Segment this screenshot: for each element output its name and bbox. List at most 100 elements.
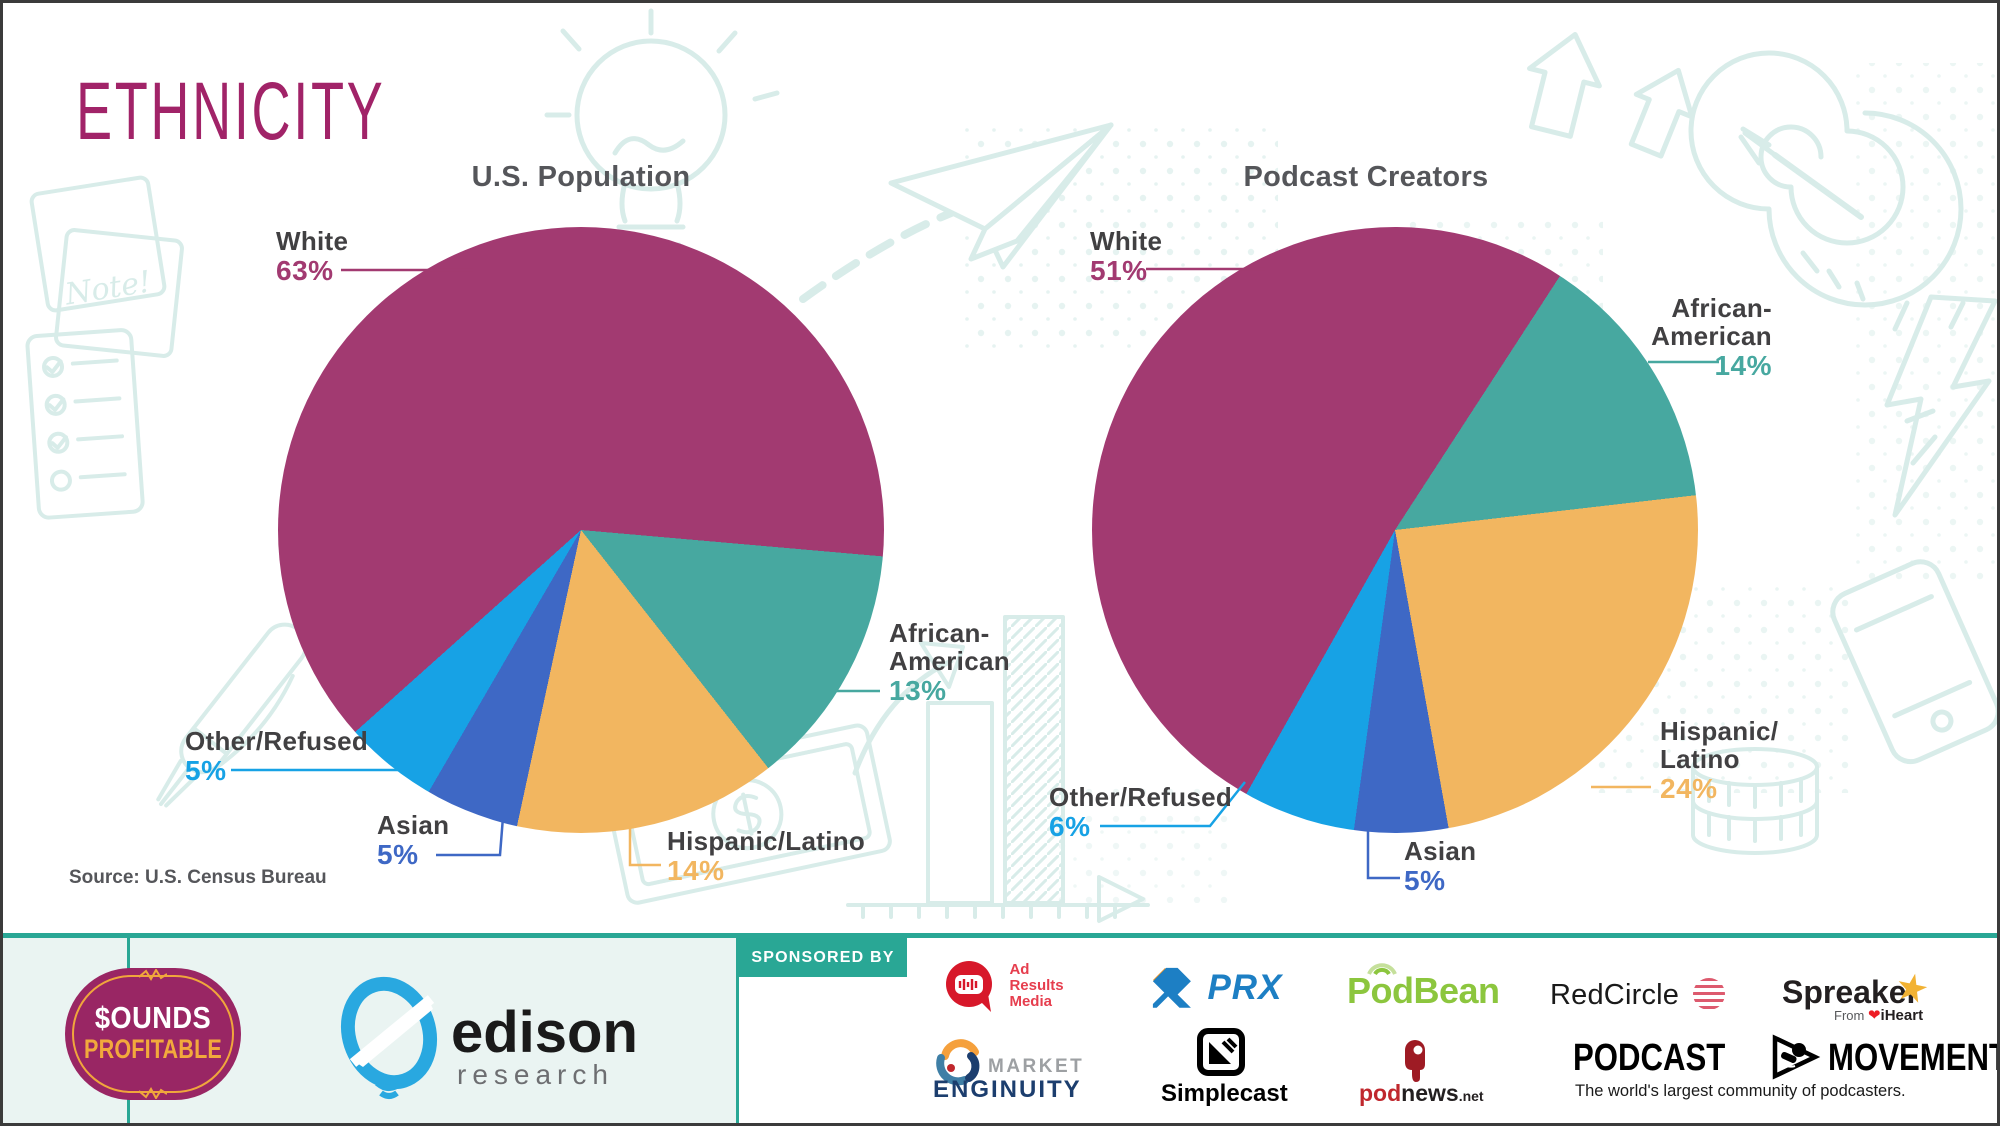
label-text: Other/Refused	[1049, 782, 1233, 812]
label-pct: 5%	[185, 755, 227, 786]
label-us-african-american: African- American 13%	[889, 619, 1010, 706]
ad-results-media-text: Ad Results Media	[1009, 962, 1063, 1010]
sounds-profitable-logo: $OUNDS PROFITABLE	[65, 968, 241, 1100]
label-text: African-	[1671, 293, 1772, 323]
label-text: American	[889, 646, 1010, 676]
label-pct: 5%	[1404, 865, 1446, 896]
label-us-other-refused: Other/Refused 5%	[185, 727, 368, 786]
spreaker-logo: Spreaker ★ From ❤iHeart	[1782, 965, 1933, 1024]
label-pct: 63%	[276, 255, 334, 286]
podnews-wordmark: podnews.net	[1359, 1080, 1484, 1107]
label-pc-other-refused: Other/Refused 6%	[1049, 783, 1232, 842]
dartboard-doodle	[1688, 50, 1964, 308]
chart-title-us-population: U.S. Population	[471, 161, 691, 193]
podnews-icon	[1405, 1040, 1425, 1082]
pen-doodle	[156, 622, 308, 808]
podcast-movement-logo: PODCAST MOVEMENT The world's largest com…	[1573, 1034, 2000, 1100]
edison-research-logo: edison research	[333, 963, 638, 1103]
footer-divider-line	[736, 938, 739, 1123]
podbean-wordmark: PodBean	[1347, 970, 1500, 1011]
label-us-asian: Asian 5%	[377, 811, 449, 870]
label-pc-african-american: African- American 14%	[1570, 294, 1772, 381]
spreaker-wordmark: Spreaker	[1782, 974, 1919, 1010]
label-pct: 24%	[1660, 773, 1718, 804]
label-pc-hispanic-latino: Hispanic/ Latino 24%	[1660, 717, 1778, 804]
heart-icon: ❤	[1867, 1007, 1881, 1024]
zigzag-icon	[139, 1087, 167, 1099]
edison-research-text: research	[457, 1059, 614, 1090]
source-note: Source: U.S. Census Bureau	[69, 867, 327, 888]
label-text: African-	[889, 618, 990, 648]
label-text: Latino	[1660, 744, 1740, 774]
simplecast-wordmark: Simplecast	[1161, 1080, 1288, 1107]
label-text: Other/Refused	[185, 726, 369, 756]
lightning-doodle	[1884, 294, 1997, 518]
prx-wordmark: PRX	[1207, 968, 1283, 1007]
label-pc-white: White 51%	[1090, 227, 1162, 286]
chart-title-podcast-creators: Podcast Creators	[1243, 161, 1489, 193]
logo-text: Ad	[1009, 961, 1030, 978]
label-text: American	[1651, 321, 1772, 351]
paper-plane-doodle	[799, 122, 1114, 303]
growth-chart-doodle	[846, 615, 1150, 923]
logo-text: Media	[1009, 993, 1052, 1010]
label-pct: 6%	[1049, 811, 1091, 842]
label-pct: 14%	[667, 855, 725, 886]
label-pct: 14%	[1714, 350, 1772, 381]
logo-text: pod	[1359, 1080, 1402, 1106]
iheart-wordmark: iHeart	[1880, 1007, 1924, 1024]
sounds-profitable-line2: PROFITABLE	[84, 1034, 222, 1064]
prx-icon	[1152, 967, 1191, 1008]
checklist-doodle	[25, 328, 145, 520]
simplecast-logo: Simplecast	[1161, 1028, 1288, 1107]
prx-logo: PRX	[1151, 966, 1282, 1010]
label-text: Hispanic/Latino	[667, 826, 866, 856]
pie-podcast-creators	[1092, 227, 1698, 833]
ad-results-media-icon	[946, 961, 992, 1012]
ad-results-media-logo: Ad Results Media	[941, 958, 1064, 1014]
label-pct: 13%	[889, 675, 947, 706]
podcast-movement-tagline: The world's largest community of podcast…	[1575, 1082, 1906, 1100]
podcast-text: PODCAST	[1573, 1037, 1726, 1079]
logo-text: Results	[1009, 977, 1064, 994]
label-text: Asian	[1404, 836, 1477, 866]
zigzag-icon	[139, 969, 167, 981]
label-pct: 51%	[1090, 255, 1148, 286]
market-enginuity-icon	[936, 1039, 980, 1086]
redcircle-icon	[1693, 978, 1726, 1010]
podnews-logo: podnews.net	[1359, 1036, 1484, 1106]
market-text: MARKET	[988, 1056, 1085, 1077]
page-title: ETHNICITY	[76, 66, 386, 157]
logo-text: news	[1401, 1080, 1459, 1106]
lightbulb-doodle	[544, 8, 780, 266]
edison-globe-icon	[340, 976, 438, 1099]
label-text: Asian	[377, 810, 450, 840]
phone-doodle	[1830, 559, 1997, 765]
pie-us-population	[278, 227, 884, 833]
edison-wordmark: edison	[451, 1000, 638, 1065]
label-pct: 5%	[377, 839, 419, 870]
podbean-logo: PodBean	[1347, 963, 1500, 1012]
spreaker-from-iheart: From ❤iHeart	[1834, 1006, 1923, 1024]
redcircle-logo: RedCircle	[1550, 978, 1726, 1012]
label-pc-asian: Asian 5%	[1404, 837, 1476, 896]
label-text: Hispanic/	[1660, 716, 1779, 746]
market-enginuity-logo: MARKET ENGINUITY	[931, 1038, 1091, 1103]
sticky-notes-doodle	[29, 175, 184, 358]
label-us-hispanic-latino: Hispanic/Latino 14%	[667, 827, 865, 886]
simplecast-icon	[1197, 1028, 1245, 1076]
logo-text: From	[1834, 1008, 1865, 1023]
podbean-arcs-icon	[1367, 963, 1397, 976]
footer: $OUNDS PROFITABLE edison research SPONSO…	[3, 938, 1997, 1123]
label-text: White	[1090, 226, 1163, 256]
movement-text: MOVEMENT	[1827, 1037, 2000, 1079]
footer-top-divider	[3, 933, 1997, 938]
redcircle-wordmark: RedCircle	[1550, 979, 1680, 1011]
sounds-profitable-line1: $OUNDS	[94, 1000, 212, 1035]
logo-text: .net	[1458, 1088, 1484, 1104]
label-us-white: White 63%	[276, 227, 348, 286]
coins-doodle	[1691, 747, 1819, 855]
up-arrows-doodle	[1527, 31, 1695, 159]
microphone-icon	[1773, 1034, 1821, 1080]
